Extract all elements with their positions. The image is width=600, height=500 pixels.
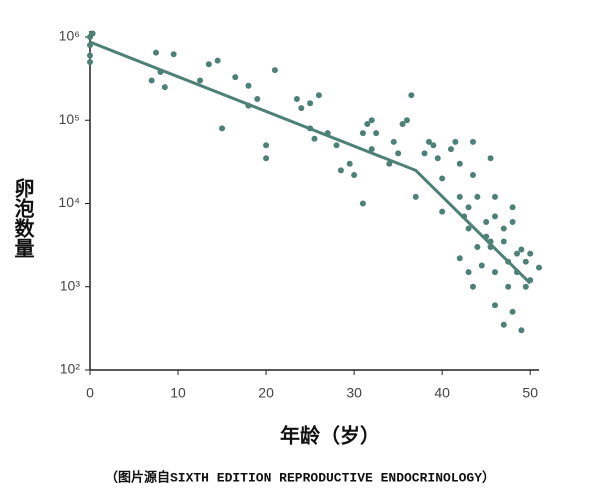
point bbox=[346, 160, 353, 167]
point bbox=[465, 225, 472, 232]
point bbox=[368, 117, 375, 124]
point bbox=[263, 142, 270, 149]
point bbox=[232, 74, 239, 81]
point bbox=[205, 61, 212, 68]
point bbox=[469, 283, 476, 290]
x-tick-label: 40 bbox=[434, 385, 450, 401]
x-tick-label: 0 bbox=[86, 385, 94, 401]
point bbox=[425, 138, 432, 145]
point bbox=[491, 269, 498, 276]
point bbox=[491, 302, 498, 309]
y-tick-label: 10⁴ bbox=[58, 194, 80, 210]
point bbox=[509, 204, 516, 211]
point bbox=[509, 218, 516, 225]
point bbox=[500, 225, 507, 232]
point bbox=[351, 171, 358, 178]
point bbox=[527, 250, 534, 257]
point bbox=[263, 155, 270, 162]
point bbox=[245, 82, 252, 89]
point bbox=[522, 258, 529, 265]
point bbox=[148, 77, 155, 84]
point bbox=[219, 125, 226, 132]
point bbox=[153, 49, 160, 56]
point bbox=[456, 193, 463, 200]
point bbox=[87, 52, 93, 59]
point bbox=[373, 130, 380, 137]
point bbox=[412, 193, 419, 200]
point bbox=[311, 135, 318, 142]
point bbox=[293, 95, 300, 102]
point bbox=[315, 92, 322, 99]
point bbox=[368, 146, 375, 153]
point bbox=[359, 200, 366, 207]
y-tick-label: 10⁶ bbox=[59, 28, 80, 44]
y-axis-title: 卵泡数量 bbox=[11, 177, 34, 258]
point bbox=[337, 167, 344, 174]
point bbox=[403, 117, 410, 124]
point bbox=[469, 171, 476, 178]
trend-line bbox=[89, 40, 532, 285]
point bbox=[399, 121, 406, 128]
point bbox=[491, 213, 498, 220]
point bbox=[271, 67, 278, 74]
point bbox=[87, 59, 93, 66]
point bbox=[439, 175, 446, 182]
point bbox=[439, 208, 446, 215]
point bbox=[364, 121, 371, 128]
point bbox=[254, 95, 261, 102]
point bbox=[469, 138, 476, 145]
x-tick-label: 30 bbox=[346, 385, 362, 401]
point bbox=[421, 150, 428, 157]
point bbox=[307, 100, 314, 107]
y-tick-label: 10⁵ bbox=[59, 111, 80, 127]
point bbox=[430, 142, 437, 149]
point bbox=[197, 77, 204, 84]
point bbox=[522, 283, 529, 290]
point bbox=[513, 250, 520, 257]
point bbox=[214, 57, 221, 64]
point bbox=[447, 146, 454, 153]
point bbox=[505, 283, 512, 290]
point bbox=[487, 155, 494, 162]
point bbox=[408, 92, 415, 99]
x-tick-label: 50 bbox=[522, 385, 538, 401]
point bbox=[298, 105, 305, 112]
point bbox=[465, 204, 472, 211]
point bbox=[89, 30, 96, 37]
point bbox=[170, 51, 177, 58]
point bbox=[161, 84, 168, 91]
point bbox=[478, 262, 485, 269]
caption: （图片源自SIXTH EDITION REPRODUCTIVE ENDOCRIN… bbox=[105, 469, 495, 485]
x-tick-label: 20 bbox=[258, 385, 274, 401]
point bbox=[395, 150, 402, 157]
point bbox=[518, 246, 525, 253]
point bbox=[456, 160, 463, 167]
point bbox=[390, 138, 397, 145]
x-axis-title: 年龄（岁） bbox=[280, 423, 380, 447]
point bbox=[474, 193, 481, 200]
point bbox=[500, 238, 507, 245]
point bbox=[434, 155, 441, 162]
point bbox=[491, 193, 498, 200]
point bbox=[386, 160, 393, 167]
point bbox=[474, 244, 481, 251]
point bbox=[500, 321, 507, 328]
point bbox=[483, 218, 490, 225]
point bbox=[359, 130, 366, 137]
point bbox=[452, 138, 459, 145]
x-tick-label: 10 bbox=[170, 385, 186, 401]
point bbox=[518, 327, 525, 334]
point bbox=[536, 264, 542, 271]
y-tick-label: 10³ bbox=[60, 277, 81, 293]
point bbox=[456, 255, 463, 262]
point bbox=[465, 269, 472, 276]
y-tick-label: 10² bbox=[60, 361, 81, 377]
point bbox=[509, 308, 516, 315]
point bbox=[333, 142, 340, 149]
